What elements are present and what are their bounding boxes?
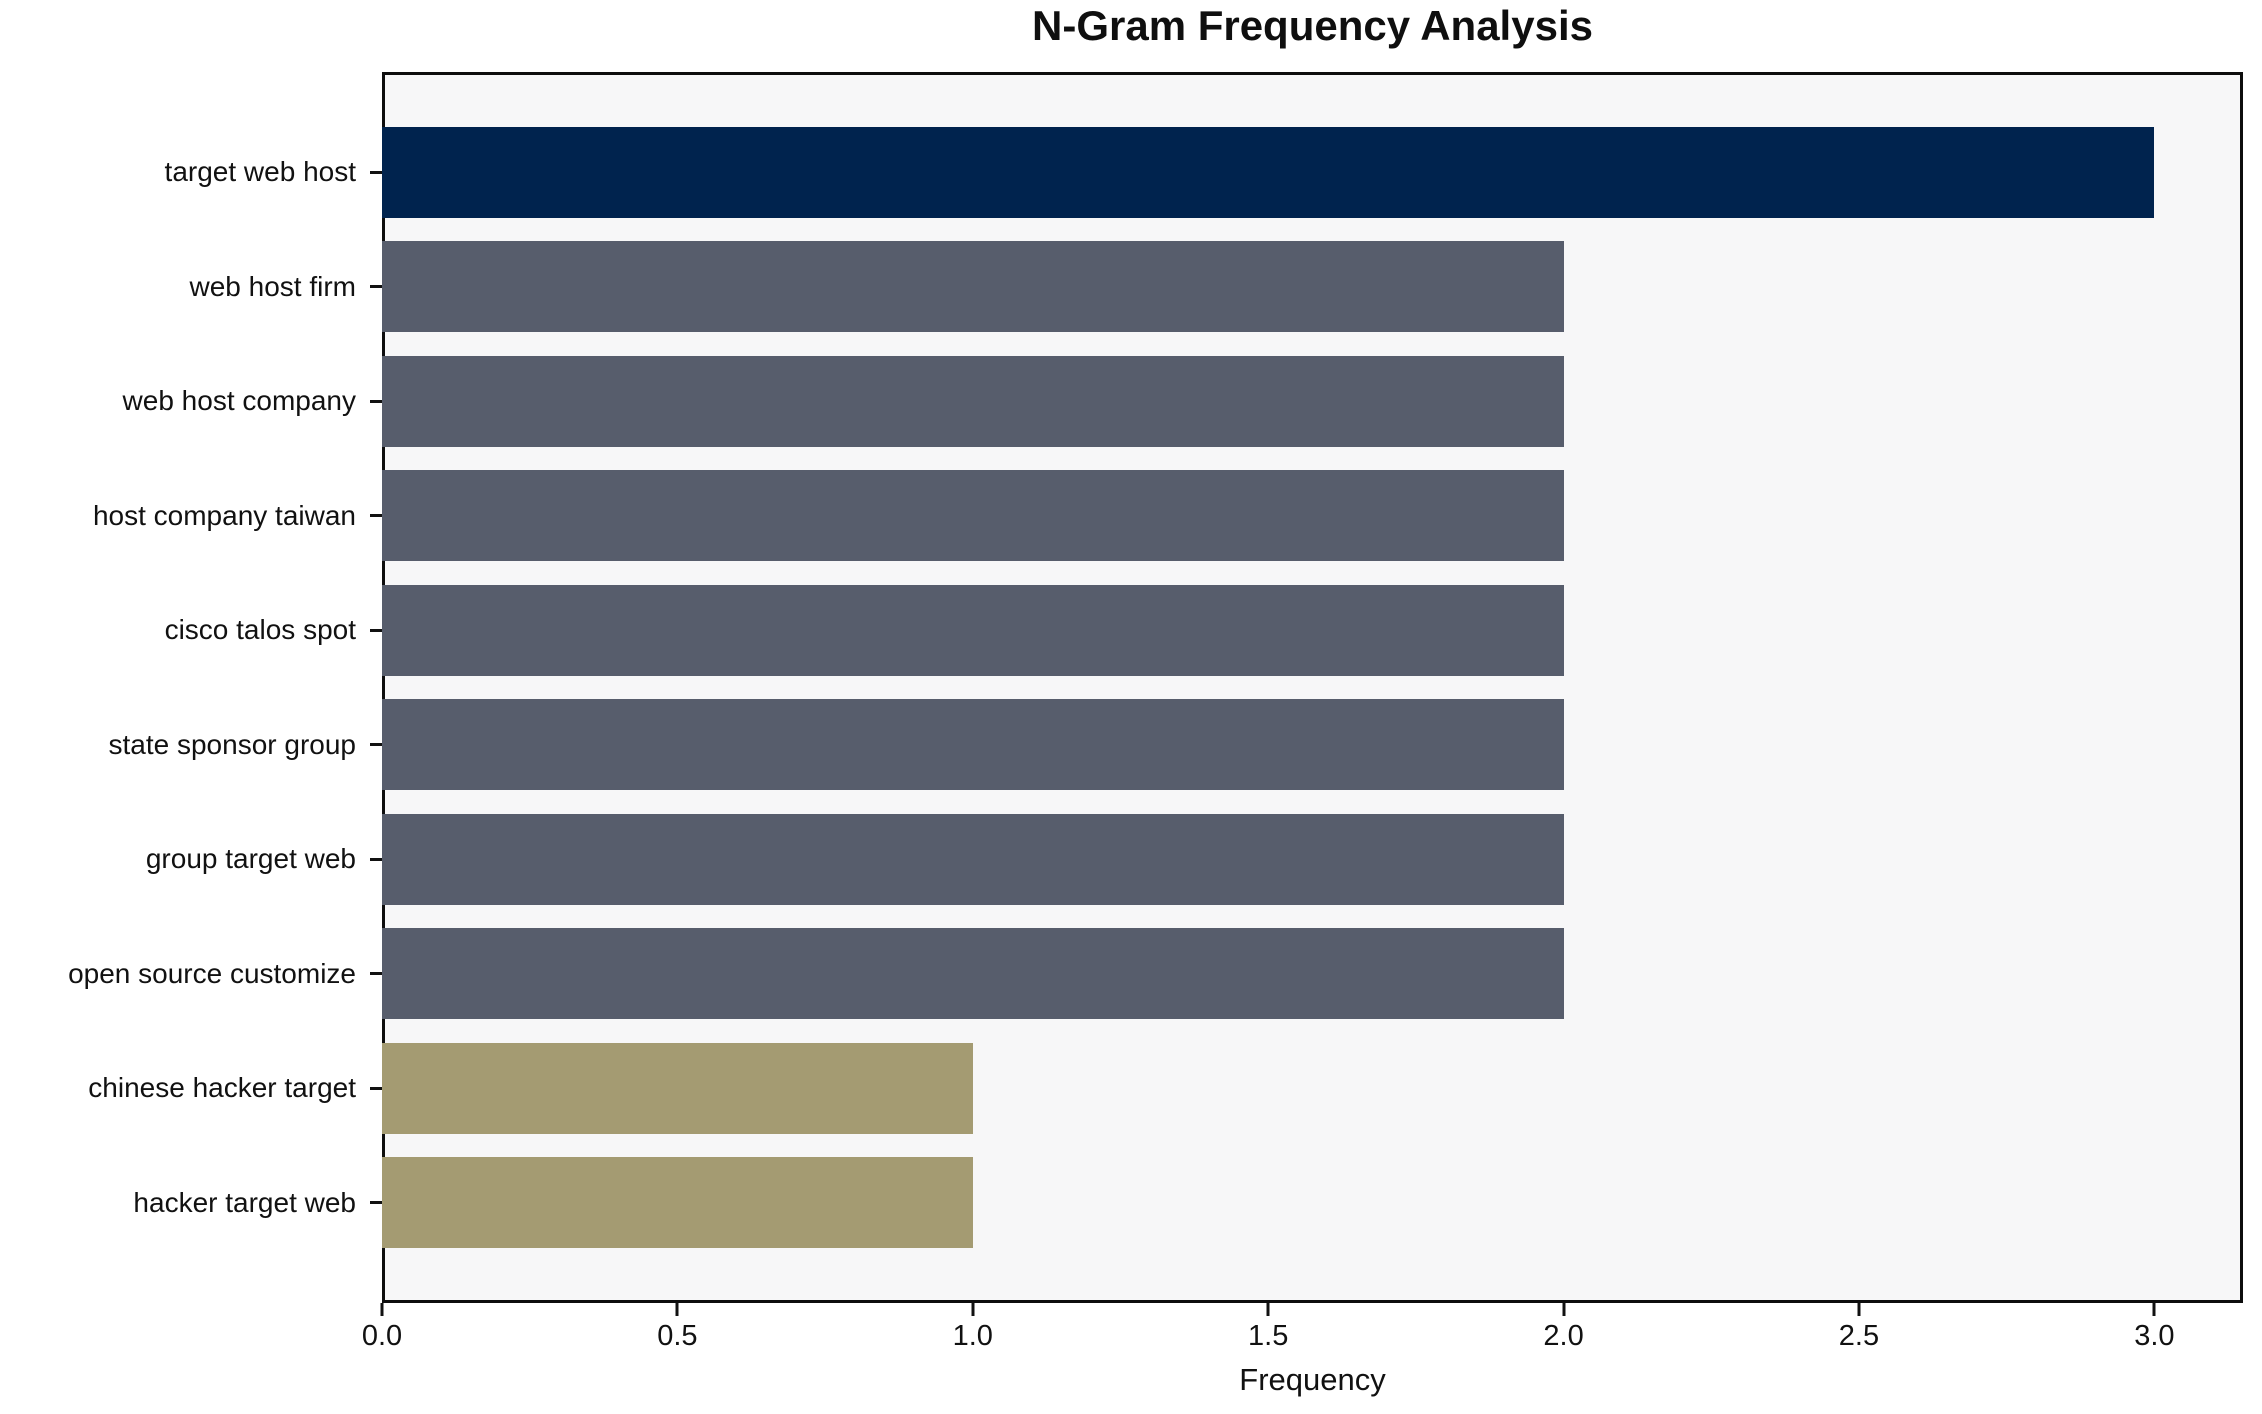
x-tick-mark (971, 1303, 975, 1316)
x-axis-label: Frequency (1239, 1362, 1386, 1397)
y-tick-mark (370, 1201, 382, 1205)
y-tick-label: state sponsor group (108, 728, 357, 760)
bar-row: host company taiwan (0, 459, 2243, 574)
bar (382, 126, 2155, 218)
x-tick-mark (1857, 1303, 1861, 1316)
y-tick-label: web host firm (189, 270, 357, 302)
bar-track (382, 688, 2243, 803)
y-tick-label: chinese hacker target (88, 1072, 356, 1104)
y-tick-label: host company taiwan (92, 499, 356, 531)
bar (382, 241, 1564, 333)
y-tick-label: open source customize (68, 957, 356, 989)
bar-track (382, 802, 2243, 917)
y-tick-label: web host company (122, 385, 356, 417)
y-tick-mark (370, 1086, 382, 1090)
bar-track (382, 917, 2243, 1032)
chart-title: N-Gram Frequency Analysis (1032, 2, 1593, 49)
x-tick-label: 1.0 (952, 1320, 993, 1352)
y-tick-mark (370, 399, 382, 403)
bar (382, 813, 1564, 905)
y-tick-label: hacker target web (133, 1186, 356, 1218)
bar (382, 928, 1564, 1020)
x-tick-mark (1266, 1303, 1270, 1316)
bar-row: group target web (0, 802, 2243, 917)
x-tick-label: 0.5 (657, 1320, 698, 1352)
bar-track (382, 230, 2243, 345)
bar (382, 699, 1564, 791)
x-tick-mark (675, 1303, 679, 1316)
x-tick-mark (380, 1303, 384, 1316)
x-tick-label: 2.0 (1543, 1320, 1584, 1352)
bar-track (382, 573, 2243, 688)
y-tick-label: group target web (145, 843, 356, 875)
bar-row: state sponsor group (0, 688, 2243, 803)
x-tick-label: 2.5 (1838, 1320, 1880, 1352)
x-tick-label: 0.0 (361, 1320, 403, 1352)
y-tick-mark (370, 285, 382, 289)
y-tick-mark (370, 857, 382, 861)
bar (382, 584, 1564, 676)
bar-row: open source customize (0, 917, 2243, 1032)
bar (382, 470, 1564, 562)
x-tick-label: 1.5 (1248, 1320, 1289, 1352)
bar-track (382, 115, 2243, 230)
bar-row: chinese hacker target (0, 1031, 2243, 1146)
y-tick-mark (370, 743, 382, 747)
bar-row: web host company (0, 344, 2243, 459)
y-tick-mark (370, 514, 382, 518)
bar-row: target web host (0, 115, 2243, 230)
x-tick-mark (2152, 1303, 2156, 1316)
bar-track (382, 459, 2243, 574)
bar (382, 355, 1564, 447)
y-tick-label: target web host (164, 156, 356, 188)
x-tick-mark (1562, 1303, 1566, 1316)
y-tick-mark (370, 972, 382, 976)
bar-row: hacker target web (0, 1146, 2243, 1261)
bar (382, 1157, 973, 1249)
y-tick-label: cisco talos spot (164, 614, 356, 646)
bar (382, 1042, 973, 1134)
y-tick-mark (370, 170, 382, 174)
bar-track (382, 1031, 2243, 1146)
bar-row: web host firm (0, 230, 2243, 345)
bar-track (382, 344, 2243, 459)
bar-row: cisco talos spot (0, 573, 2243, 688)
bars-container: target web host web host firm web host com… (0, 115, 2243, 1260)
y-tick-mark (370, 628, 382, 632)
bar-track (382, 1146, 2243, 1261)
x-tick-label: 3.0 (2134, 1320, 2175, 1352)
